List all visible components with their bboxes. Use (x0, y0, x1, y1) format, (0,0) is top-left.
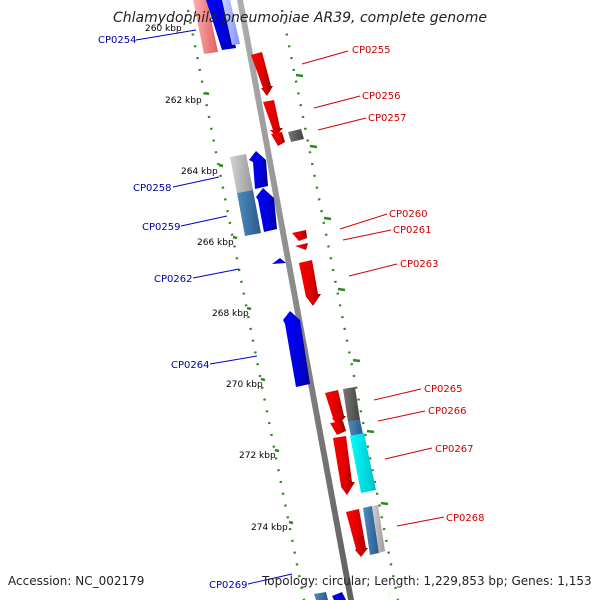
cp0258-gene-arrow (249, 151, 268, 189)
gene-CP0254[interactable] (193, 0, 240, 54)
tick-mark (295, 73, 304, 78)
gene-label-CP0260[interactable]: CP0260 (389, 209, 427, 220)
gene-label-CP0267[interactable]: CP0267 (435, 444, 473, 455)
cp0269-steel-feature (314, 592, 328, 600)
leader-CP0269 (247, 573, 293, 585)
leader-CP0254 (135, 29, 197, 41)
ruler-label: 260 kbp (145, 24, 182, 34)
gene-CP0264[interactable] (283, 311, 310, 387)
genome-summary-text: Topology: circular; Length: 1,229,853 bp… (262, 574, 592, 588)
outer-tick-track (280, 9, 400, 600)
leader-CP0265 (373, 388, 422, 401)
gene-CP0255[interactable] (251, 52, 273, 96)
cp0267-gene-arrow (333, 436, 355, 495)
tick-mark (309, 144, 318, 149)
leader-CP0257 (317, 117, 367, 131)
gene-label-CP0264[interactable]: CP0264 (171, 360, 209, 371)
tick-mark (218, 163, 224, 168)
leader-CP0260 (339, 213, 388, 230)
ruler-label: 270 kbp (226, 380, 263, 390)
major-ticks (204, 73, 389, 525)
gene-CP0256-head (271, 132, 285, 146)
ruler-label: 272 kbp (239, 451, 276, 461)
leader-CP0264 (209, 355, 258, 365)
cp0269-gene-arrow (332, 592, 346, 600)
leader-CP0258 (172, 176, 220, 188)
inner-tick-track (186, 9, 306, 600)
cp0259-steel-feature (237, 190, 261, 236)
ruler-label: 268 kbp (212, 309, 249, 319)
gene-label-CP0259[interactable]: CP0259 (142, 222, 180, 233)
gene-label-CP0262[interactable]: CP0262 (154, 274, 192, 285)
leader-CP0259 (180, 215, 228, 227)
ruler-label: 262 kbp (165, 96, 202, 106)
gene-CP0265[interactable] (325, 387, 360, 426)
tick-mark (323, 216, 332, 221)
cp0265-gene-arrow (325, 390, 346, 426)
cp0266-steel-feature (348, 420, 363, 436)
gene-label-CP0269[interactable]: CP0269 (209, 580, 247, 591)
map-title: Chlamydophila pneumoniae AR39, complete … (113, 10, 487, 26)
cp0268-steel-feature (363, 506, 379, 555)
gene-CP0267[interactable] (333, 433, 376, 495)
ruler-label: 274 kbp (251, 523, 288, 533)
gene-CP0259[interactable] (237, 188, 277, 236)
gene-label-CP0258[interactable]: CP0258 (133, 183, 171, 194)
gene-label-CP0263[interactable]: CP0263 (400, 259, 438, 270)
tick-mark (366, 429, 375, 434)
tick-mark (204, 91, 210, 96)
gene-label-CP0255[interactable]: CP0255 (352, 45, 390, 56)
cp0254-pale-feature (222, 0, 240, 45)
cp0268-light-feature (372, 505, 385, 553)
leader-CP0262 (192, 268, 240, 279)
leader-CP0266 (377, 410, 426, 422)
tick-mark (380, 501, 389, 506)
cp0265-gray-feature (343, 387, 360, 422)
cp0254-pink-feature (193, 0, 218, 54)
leader-CP0261 (342, 229, 392, 241)
leader-CP0263 (348, 263, 398, 277)
gene-CP0269[interactable] (314, 592, 346, 600)
gene-CP0257[interactable] (288, 129, 304, 142)
ruler-label: 264 kbp (181, 167, 218, 177)
leader-lines (135, 29, 445, 585)
gene-label-CP0261[interactable]: CP0261 (393, 225, 431, 236)
gene-CP0263[interactable] (299, 260, 321, 306)
leader-CP0255 (301, 50, 349, 65)
gene-label-CP0254[interactable]: CP0254 (98, 35, 136, 46)
accession-text: Accession: NC_002179 (8, 574, 145, 588)
gene-CP0260[interactable] (292, 230, 307, 241)
leader-CP0268 (396, 516, 445, 527)
tick-mark (274, 448, 280, 453)
cp0268-gene-arrow (346, 509, 368, 557)
gene-CP0258[interactable] (230, 151, 268, 193)
gene-label-CP0256[interactable]: CP0256 (362, 91, 400, 102)
leader-CP0267 (384, 447, 433, 460)
ruler-label: 266 kbp (197, 238, 234, 248)
gene-CP0256[interactable] (263, 100, 283, 136)
tick-mark (246, 306, 252, 311)
gene-CP0268[interactable] (346, 505, 385, 557)
tick-mark (260, 377, 266, 382)
gene-CP0266[interactable] (330, 420, 363, 436)
gene-label-CP0266[interactable]: CP0266 (428, 406, 466, 417)
genome-backbone (237, 0, 354, 600)
cp0266-head (330, 421, 346, 435)
gene-label-CP0257[interactable]: CP0257 (368, 113, 406, 124)
cp0259-gene-arrow (256, 188, 277, 232)
tick-mark (232, 235, 238, 240)
tick-mark (352, 358, 361, 363)
cp0258-light-feature (230, 154, 253, 193)
gene-CP0261[interactable] (295, 243, 308, 250)
gene-label-CP0268[interactable]: CP0268 (446, 513, 484, 524)
leader-CP0256 (313, 95, 361, 109)
gene-CP0262[interactable] (272, 258, 286, 264)
tick-mark (337, 287, 346, 292)
cp0267-cyan-feature (350, 433, 376, 493)
tick-mark (288, 520, 294, 525)
gene-label-CP0265[interactable]: CP0265 (424, 384, 462, 395)
